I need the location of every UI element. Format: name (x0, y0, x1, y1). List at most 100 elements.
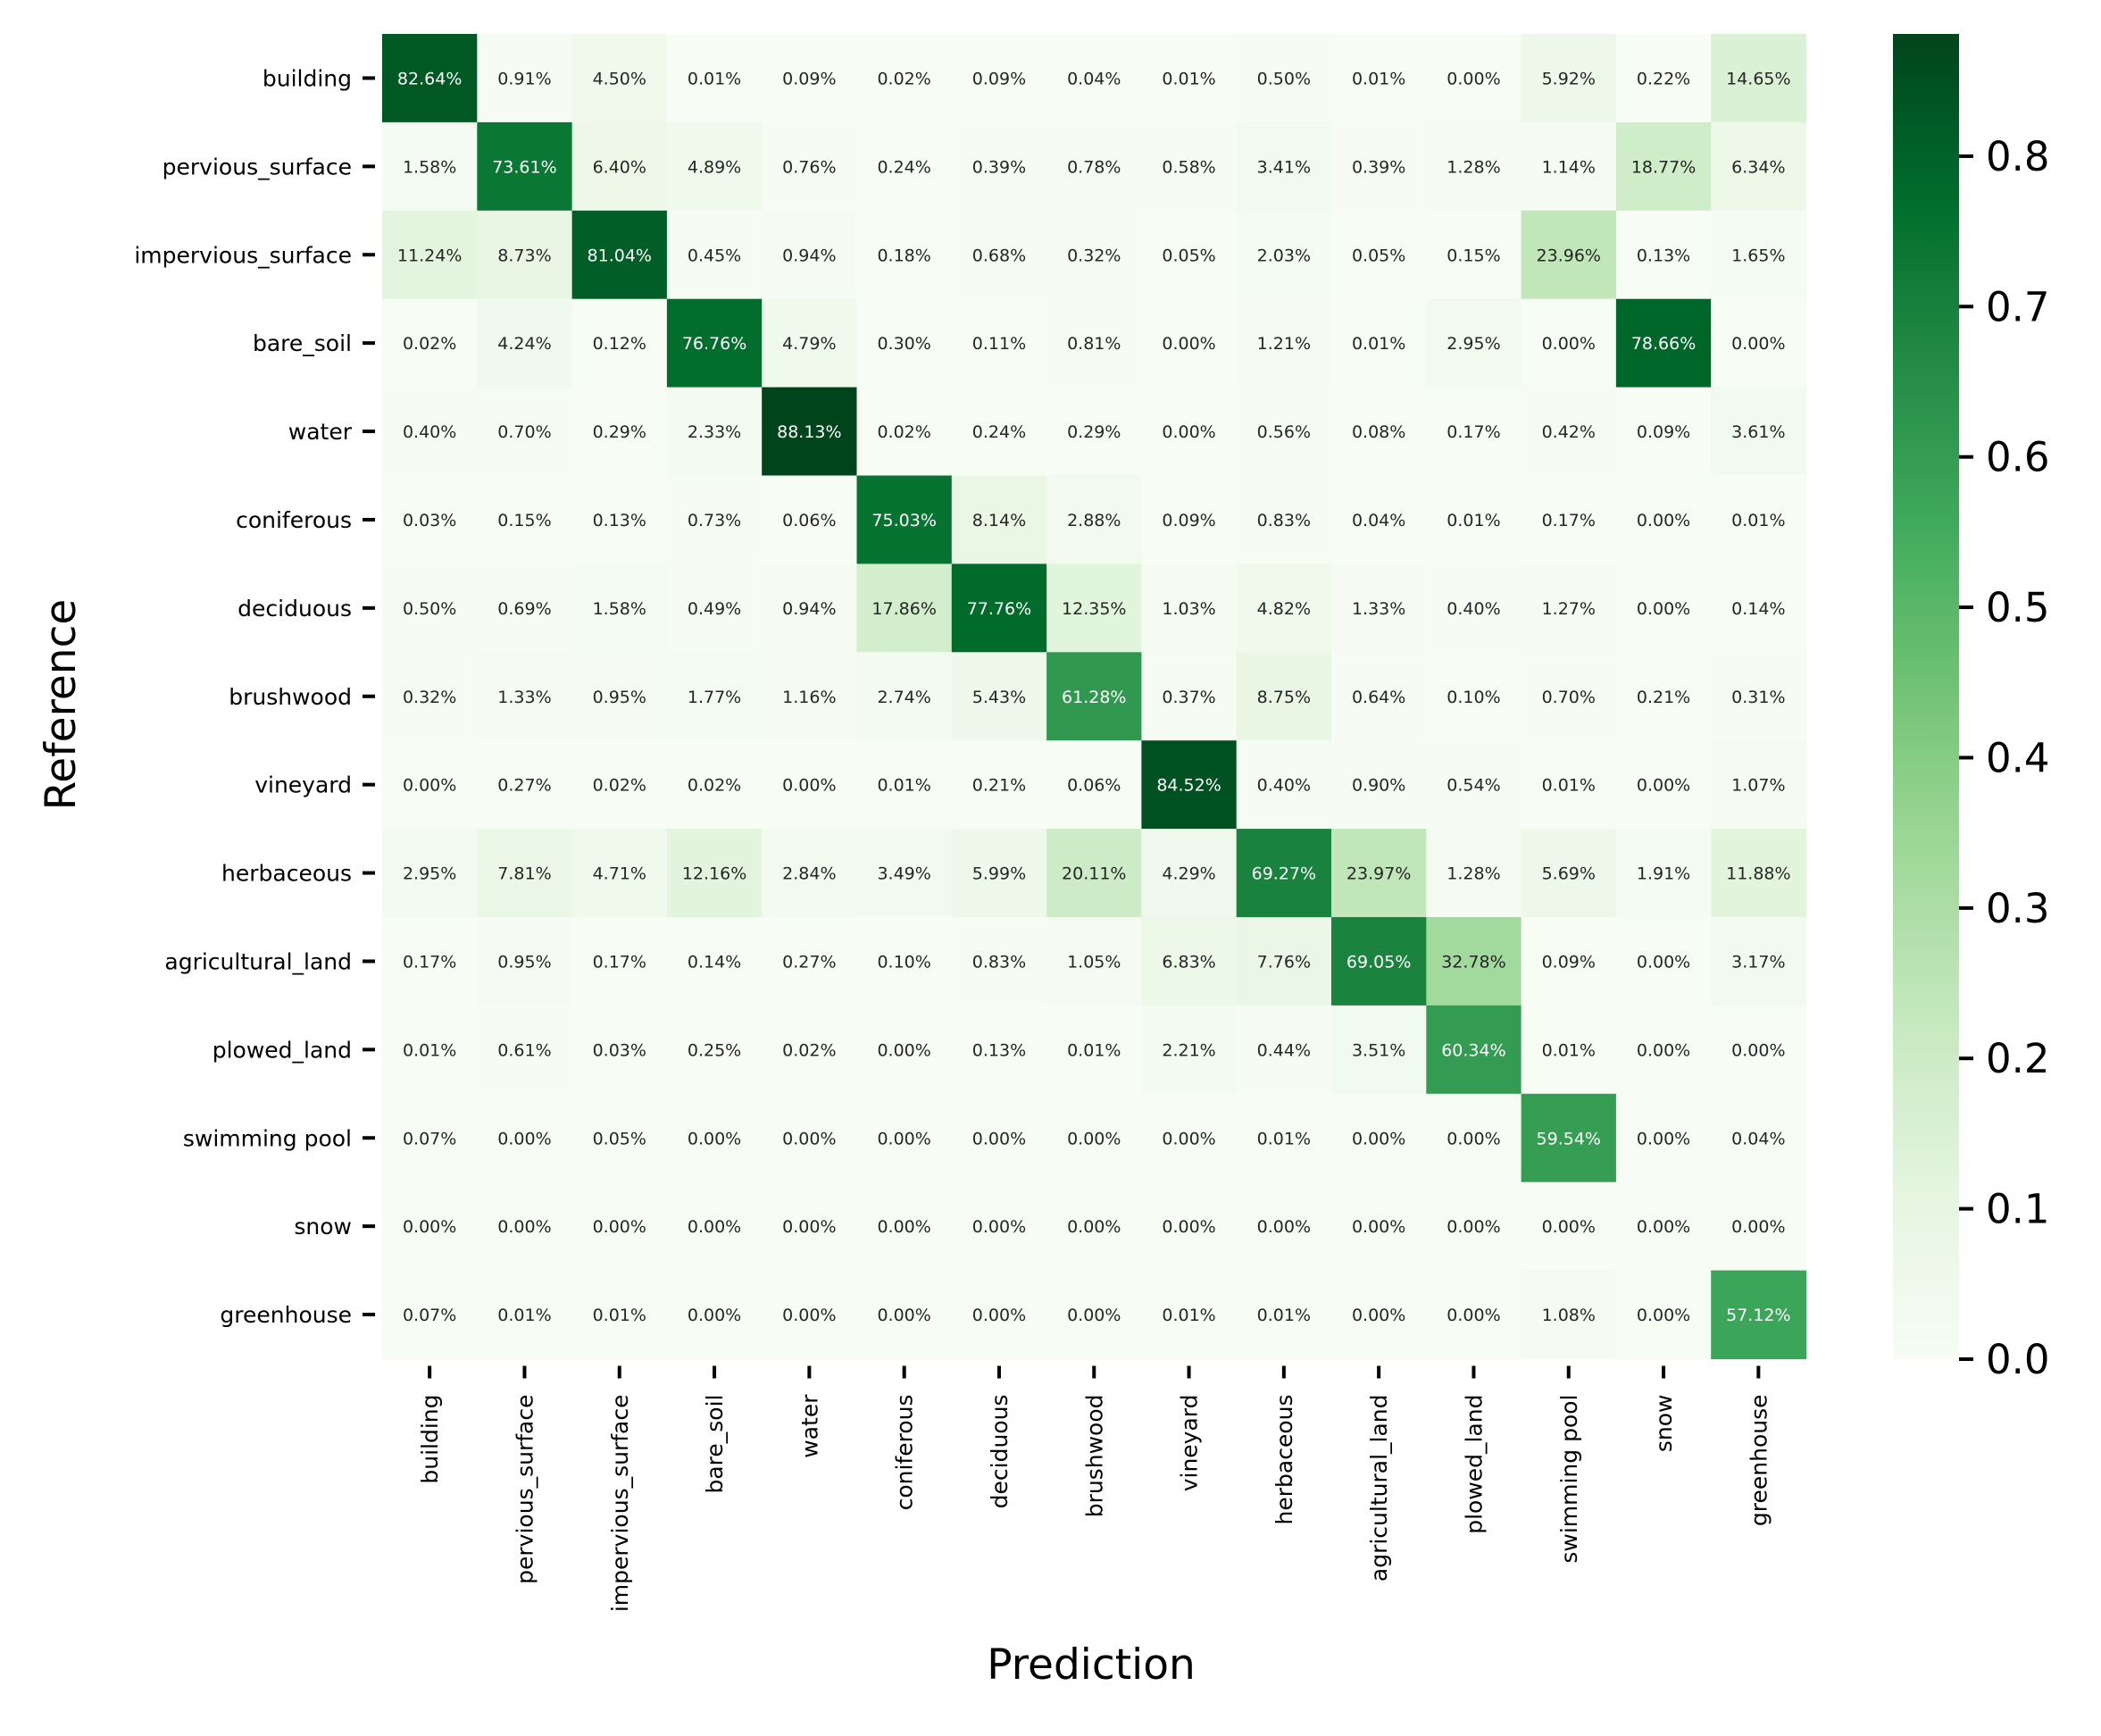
cell-value-label: 1.08% (1542, 1306, 1596, 1325)
cell-value-label: 0.68% (972, 246, 1026, 265)
cell-value-label: 6.83% (1162, 952, 1215, 972)
cell-value-label: 3.61% (1731, 422, 1785, 442)
heatmap-cell (1141, 34, 1238, 123)
cell-value-label: 1.58% (593, 599, 646, 619)
cell-value-label: 2.95% (1447, 334, 1500, 354)
x-tick-label: herbaceous (1271, 1395, 1297, 1525)
heatmap-cell (666, 1093, 763, 1183)
heatmap-cell (477, 298, 573, 388)
x-tick-label: swimming pool (1556, 1395, 1582, 1564)
heatmap-cell (1331, 34, 1427, 123)
heatmap-cell (762, 298, 858, 388)
cell-value-label: 5.99% (972, 864, 1026, 884)
cell-value-label: 0.00% (1637, 1040, 1690, 1060)
heatmap-cell (856, 210, 953, 300)
heatmap-cell (382, 563, 478, 653)
heatmap-cell (1331, 1270, 1427, 1360)
x-tick-label: vineyard (1177, 1395, 1203, 1492)
heatmap-cell (666, 563, 763, 653)
y-tick-label: herbaceous (221, 861, 352, 887)
cell-value-label: 18.77% (1631, 157, 1696, 177)
cell-value-label: 14.65% (1726, 69, 1790, 88)
cell-value-label: 0.81% (1067, 334, 1121, 354)
cell-value-label: 0.00% (688, 1217, 741, 1237)
x-tick-label: pervious_surface (512, 1395, 538, 1584)
cell-value-label: 0.01% (1447, 511, 1500, 530)
cell-value-label: 0.40% (1257, 776, 1311, 796)
heatmap-cell (1331, 563, 1427, 653)
heatmap-cell (477, 917, 573, 1006)
heatmap-cell (1331, 210, 1427, 300)
heatmap-cell (1046, 1005, 1142, 1095)
colorbar-tick-label: 0.6 (1986, 434, 2050, 481)
heatmap-cell (1615, 1270, 1712, 1360)
heatmap-cell (1236, 740, 1332, 830)
cell-value-label: 2.74% (877, 688, 930, 707)
cell-value-label: 84.52% (1156, 776, 1221, 796)
cell-value-label: 1.58% (403, 157, 456, 177)
heatmap-cell (1141, 1093, 1238, 1183)
cell-value-label: 0.14% (1731, 599, 1785, 619)
heatmap-cell (1331, 829, 1427, 918)
cell-value-label: 0.69% (497, 599, 551, 619)
heatmap-cell (1426, 121, 1522, 212)
cell-value-label: 3.17% (1731, 952, 1785, 972)
cell-value-label: 0.39% (1352, 157, 1405, 177)
heatmap-cell (1521, 917, 1617, 1006)
cell-value-label: 0.03% (403, 511, 456, 530)
heatmap-cell (571, 1005, 668, 1095)
cell-value-label: 0.21% (1637, 688, 1690, 707)
cell-value-label: 7.81% (497, 864, 551, 884)
cell-value-label: 0.00% (1542, 1217, 1596, 1237)
cell-value-label: 0.00% (1637, 511, 1690, 530)
heatmap-cell (1046, 387, 1142, 477)
cell-value-label: 0.94% (782, 246, 836, 265)
heatmap-cell (1711, 475, 1807, 564)
heatmap-cell (1236, 1181, 1332, 1272)
cell-value-label: 0.21% (972, 776, 1026, 796)
cell-value-label: 0.13% (972, 1040, 1026, 1060)
heatmap-cell (477, 563, 573, 653)
cell-value-label: 73.61% (492, 157, 556, 177)
heatmap-cell (1521, 652, 1617, 741)
cell-value-label: 0.05% (1162, 246, 1215, 265)
cell-value-label: 59.54% (1537, 1129, 1601, 1148)
cell-value-label: 5.92% (1542, 69, 1596, 88)
heatmap-cell (571, 652, 668, 741)
cell-value-label: 0.10% (1447, 688, 1500, 707)
cell-value-label: 0.11% (972, 334, 1026, 354)
heatmap-cell (1141, 121, 1238, 212)
heatmap-cell (1046, 210, 1142, 300)
cell-value-label: 11.88% (1726, 864, 1790, 884)
cell-value-label: 0.00% (877, 1129, 930, 1148)
cell-value-label: 1.21% (1257, 334, 1311, 354)
cell-value-label: 1.33% (497, 688, 551, 707)
cell-value-label: 4.82% (1257, 599, 1311, 619)
heatmap-cell (1426, 1005, 1522, 1095)
cell-value-label: 0.02% (688, 776, 741, 796)
heatmap-cell (1236, 34, 1332, 123)
heatmap-cell (1615, 298, 1712, 388)
cell-value-label: 0.00% (1447, 1306, 1500, 1325)
heatmap-cell (571, 210, 668, 300)
heatmap-cell (856, 1270, 953, 1360)
cell-value-label: 23.97% (1346, 864, 1411, 884)
y-tick-label: greenhouse (220, 1302, 352, 1328)
heatmap-cell (571, 1181, 668, 1272)
cell-value-label: 0.01% (593, 1306, 646, 1325)
heatmap-cell (666, 34, 763, 123)
cell-value-label: 0.04% (1067, 69, 1121, 88)
cell-value-label: 2.21% (1162, 1040, 1215, 1060)
heatmap-cell (477, 652, 573, 741)
heatmap-cell (477, 34, 573, 123)
heatmap-cell (1046, 475, 1142, 564)
cell-value-label: 0.00% (1162, 422, 1215, 442)
heatmap-cell (1615, 652, 1712, 741)
heatmap-cell (762, 1270, 858, 1360)
heatmap-cell (1711, 298, 1807, 388)
colorbar-tick-label: 0.4 (1986, 734, 2050, 781)
cell-value-label: 1.65% (1731, 246, 1785, 265)
heatmap-cell (1331, 917, 1427, 1006)
heatmap-cell (951, 387, 1047, 477)
